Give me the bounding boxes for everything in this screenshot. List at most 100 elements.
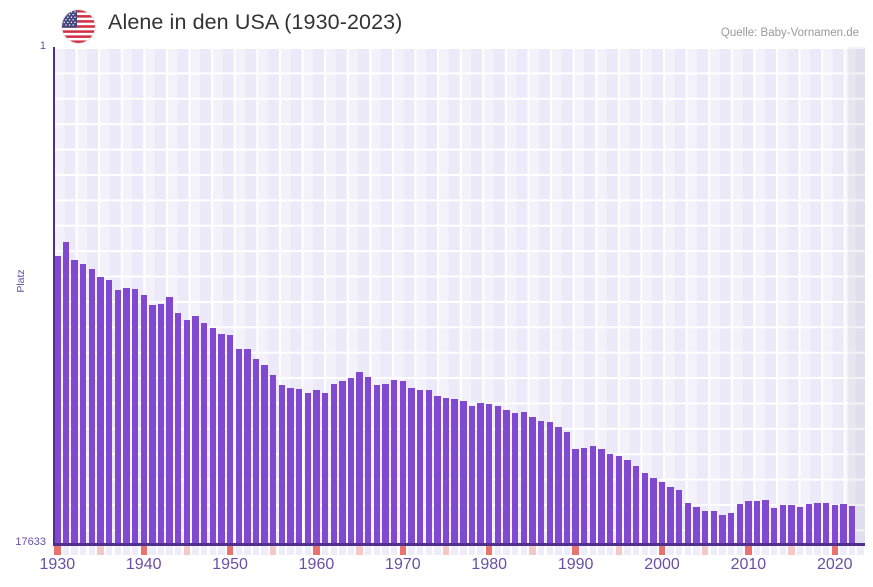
bar[interactable] [719,515,726,545]
bar[interactable] [442,398,450,545]
y-axis-title: Platz [15,269,27,293]
bar[interactable] [235,349,242,545]
bar[interactable] [313,390,320,545]
bar[interactable] [71,260,78,545]
bar[interactable] [88,269,96,545]
bar[interactable] [503,410,510,545]
bar[interactable] [131,289,139,545]
bar[interactable] [62,242,70,545]
bar[interactable] [641,473,648,545]
bar[interactable] [701,511,709,545]
bar[interactable] [105,280,113,545]
bar[interactable] [563,432,571,545]
bar[interactable] [166,297,173,545]
bar[interactable] [632,466,640,545]
bar[interactable] [736,504,743,545]
bar[interactable] [451,399,458,545]
bar[interactable] [805,504,813,545]
bar[interactable] [684,503,692,545]
bar[interactable] [477,403,484,545]
bar[interactable] [650,478,657,545]
bar[interactable] [762,500,769,545]
bar[interactable] [399,381,407,545]
bar[interactable] [287,388,294,545]
bar[interactable] [304,393,312,545]
bar[interactable] [771,508,778,545]
bar[interactable] [615,456,622,545]
bar[interactable] [572,449,579,545]
bar[interactable] [270,375,277,545]
bar[interactable] [175,313,182,545]
bar[interactable] [606,454,614,545]
bar[interactable] [183,320,191,545]
bar[interactable] [321,393,329,545]
bar[interactable] [667,487,674,545]
x-tick-minor [416,546,424,555]
bar[interactable] [468,406,476,545]
x-tick-minor [382,546,389,555]
bar[interactable] [745,501,752,545]
bar[interactable] [797,507,804,545]
y-axis-label-bottom: 17633 [15,536,46,548]
bar[interactable] [779,505,787,545]
bar[interactable] [788,505,795,545]
bar[interactable] [391,380,398,545]
bar[interactable] [295,389,303,545]
bar[interactable] [140,295,147,545]
x-tick-minor [598,546,605,555]
bar[interactable] [252,359,260,545]
bar[interactable] [209,328,216,545]
bar[interactable] [339,381,346,545]
bar[interactable] [97,277,104,545]
bar[interactable] [840,504,847,545]
bar[interactable] [278,385,286,545]
bar[interactable] [347,378,355,545]
bar[interactable] [727,513,735,545]
bar[interactable] [831,505,838,545]
bar[interactable] [54,256,61,545]
bar[interactable] [753,501,761,545]
bar[interactable] [848,506,856,545]
bar[interactable] [192,316,199,545]
bar[interactable] [149,305,156,545]
bar[interactable] [529,417,536,545]
bar[interactable] [261,365,268,545]
bar[interactable] [581,448,588,545]
bar[interactable] [157,304,165,545]
bar[interactable] [555,427,562,545]
bar[interactable] [822,503,830,545]
bar[interactable] [218,334,225,545]
bar[interactable] [710,511,718,545]
bar[interactable] [330,384,337,545]
x-tick-minor [736,546,743,555]
bar[interactable] [114,290,121,545]
bar[interactable] [365,377,372,545]
bar[interactable] [373,385,381,545]
bar[interactable] [537,421,545,545]
bar[interactable] [434,396,441,545]
bar[interactable] [80,264,87,545]
bar[interactable] [814,503,821,545]
bar[interactable] [356,372,363,545]
bar[interactable] [408,388,415,545]
bar[interactable] [425,390,432,545]
bar[interactable] [416,390,424,545]
bar[interactable] [200,323,208,545]
bar[interactable] [123,288,130,545]
bar[interactable] [520,412,527,545]
bar[interactable] [382,384,389,545]
bar[interactable] [460,401,467,545]
bar[interactable] [658,482,666,545]
bar[interactable] [486,404,493,545]
bar[interactable] [589,446,597,545]
bar[interactable] [244,349,251,545]
x-tick-minor [762,546,769,555]
bar[interactable] [546,422,553,545]
bar[interactable] [494,406,502,545]
bar[interactable] [598,449,605,545]
bar[interactable] [693,507,700,545]
bar[interactable] [511,413,519,545]
bar[interactable] [226,335,234,545]
bar[interactable] [676,490,683,545]
bar[interactable] [624,460,631,545]
